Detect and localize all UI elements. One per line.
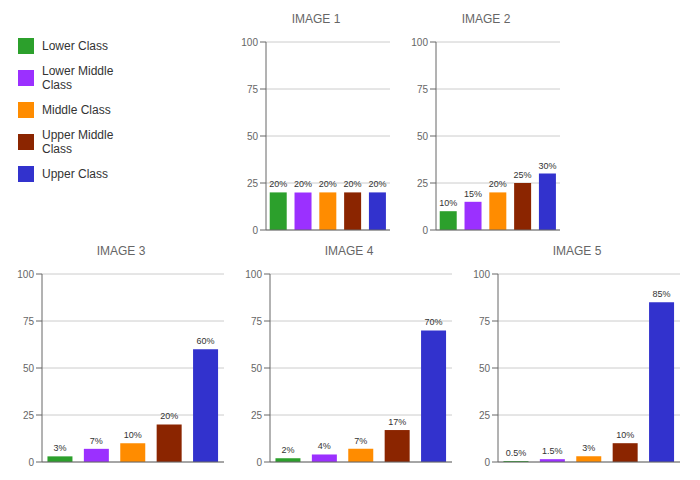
svg-text:20%: 20% bbox=[294, 179, 312, 189]
svg-text:75: 75 bbox=[23, 316, 35, 327]
svg-text:7%: 7% bbox=[354, 436, 367, 446]
svg-text:100: 100 bbox=[241, 37, 258, 48]
html-text:IMAGE 5: IMAGE 5 bbox=[552, 244, 602, 258]
svg-text:85%: 85% bbox=[653, 289, 671, 299]
svg-text:70%: 70% bbox=[425, 317, 443, 327]
svg-text:4%: 4% bbox=[318, 441, 331, 451]
svg-text:100: 100 bbox=[245, 269, 262, 280]
svg-text:10%: 10% bbox=[439, 198, 457, 208]
svg-text:3%: 3% bbox=[53, 443, 66, 453]
svg-text:20%: 20% bbox=[269, 179, 287, 189]
svg-text:20%: 20% bbox=[160, 411, 178, 421]
svg-text:20%: 20% bbox=[319, 179, 337, 189]
svg-text:0.5%: 0.5% bbox=[506, 448, 527, 458]
svg-text:7%: 7% bbox=[90, 436, 103, 446]
svg-text:50: 50 bbox=[417, 131, 429, 142]
svg-text:30%: 30% bbox=[538, 161, 556, 171]
html-text:Lower Middle Class: Lower Middle Class bbox=[42, 64, 114, 92]
svg-text:15%: 15% bbox=[464, 189, 482, 199]
html-text:IMAGE 1: IMAGE 1 bbox=[291, 12, 341, 26]
html-text:IMAGE 3: IMAGE 3 bbox=[96, 244, 146, 258]
svg-text:2%: 2% bbox=[281, 445, 294, 455]
html-text:Upper Class: Upper Class bbox=[42, 167, 108, 181]
svg-text:50: 50 bbox=[479, 363, 491, 374]
svg-text:3%: 3% bbox=[582, 443, 595, 453]
svg-text:20%: 20% bbox=[489, 179, 507, 189]
svg-text:75: 75 bbox=[479, 316, 491, 327]
svg-text:10%: 10% bbox=[124, 430, 142, 440]
svg-text:25: 25 bbox=[479, 410, 491, 421]
svg-text:50: 50 bbox=[251, 363, 263, 374]
svg-text:20%: 20% bbox=[344, 179, 362, 189]
svg-text:0: 0 bbox=[28, 457, 34, 468]
svg-text:60%: 60% bbox=[197, 336, 215, 346]
svg-text:50: 50 bbox=[23, 363, 35, 374]
svg-text:0: 0 bbox=[422, 225, 428, 236]
svg-text:0: 0 bbox=[484, 457, 490, 468]
svg-text:0: 0 bbox=[256, 457, 262, 468]
svg-text:25: 25 bbox=[251, 410, 263, 421]
svg-text:17%: 17% bbox=[388, 417, 406, 427]
svg-text:75: 75 bbox=[417, 84, 429, 95]
html-text:IMAGE 4: IMAGE 4 bbox=[324, 244, 374, 258]
svg-text:100: 100 bbox=[473, 269, 490, 280]
html-text:IMAGE 2: IMAGE 2 bbox=[461, 12, 511, 26]
svg-text:1.5%: 1.5% bbox=[542, 446, 563, 456]
svg-text:25: 25 bbox=[23, 410, 35, 421]
svg-text:100: 100 bbox=[17, 269, 34, 280]
svg-text:0: 0 bbox=[252, 225, 258, 236]
svg-text:25: 25 bbox=[247, 178, 259, 189]
html-text:Upper Middle Class: Upper Middle Class bbox=[42, 128, 114, 156]
svg-text:10%: 10% bbox=[616, 430, 634, 440]
svg-text:20%: 20% bbox=[368, 179, 386, 189]
html-text:Middle Class: Middle Class bbox=[42, 103, 111, 117]
svg-text:50: 50 bbox=[247, 131, 259, 142]
svg-text:75: 75 bbox=[247, 84, 259, 95]
svg-text:100: 100 bbox=[411, 37, 428, 48]
svg-text:75: 75 bbox=[251, 316, 263, 327]
svg-text:25%: 25% bbox=[514, 170, 532, 180]
html-text:Lower Class: Lower Class bbox=[42, 39, 108, 53]
svg-text:25: 25 bbox=[417, 178, 429, 189]
